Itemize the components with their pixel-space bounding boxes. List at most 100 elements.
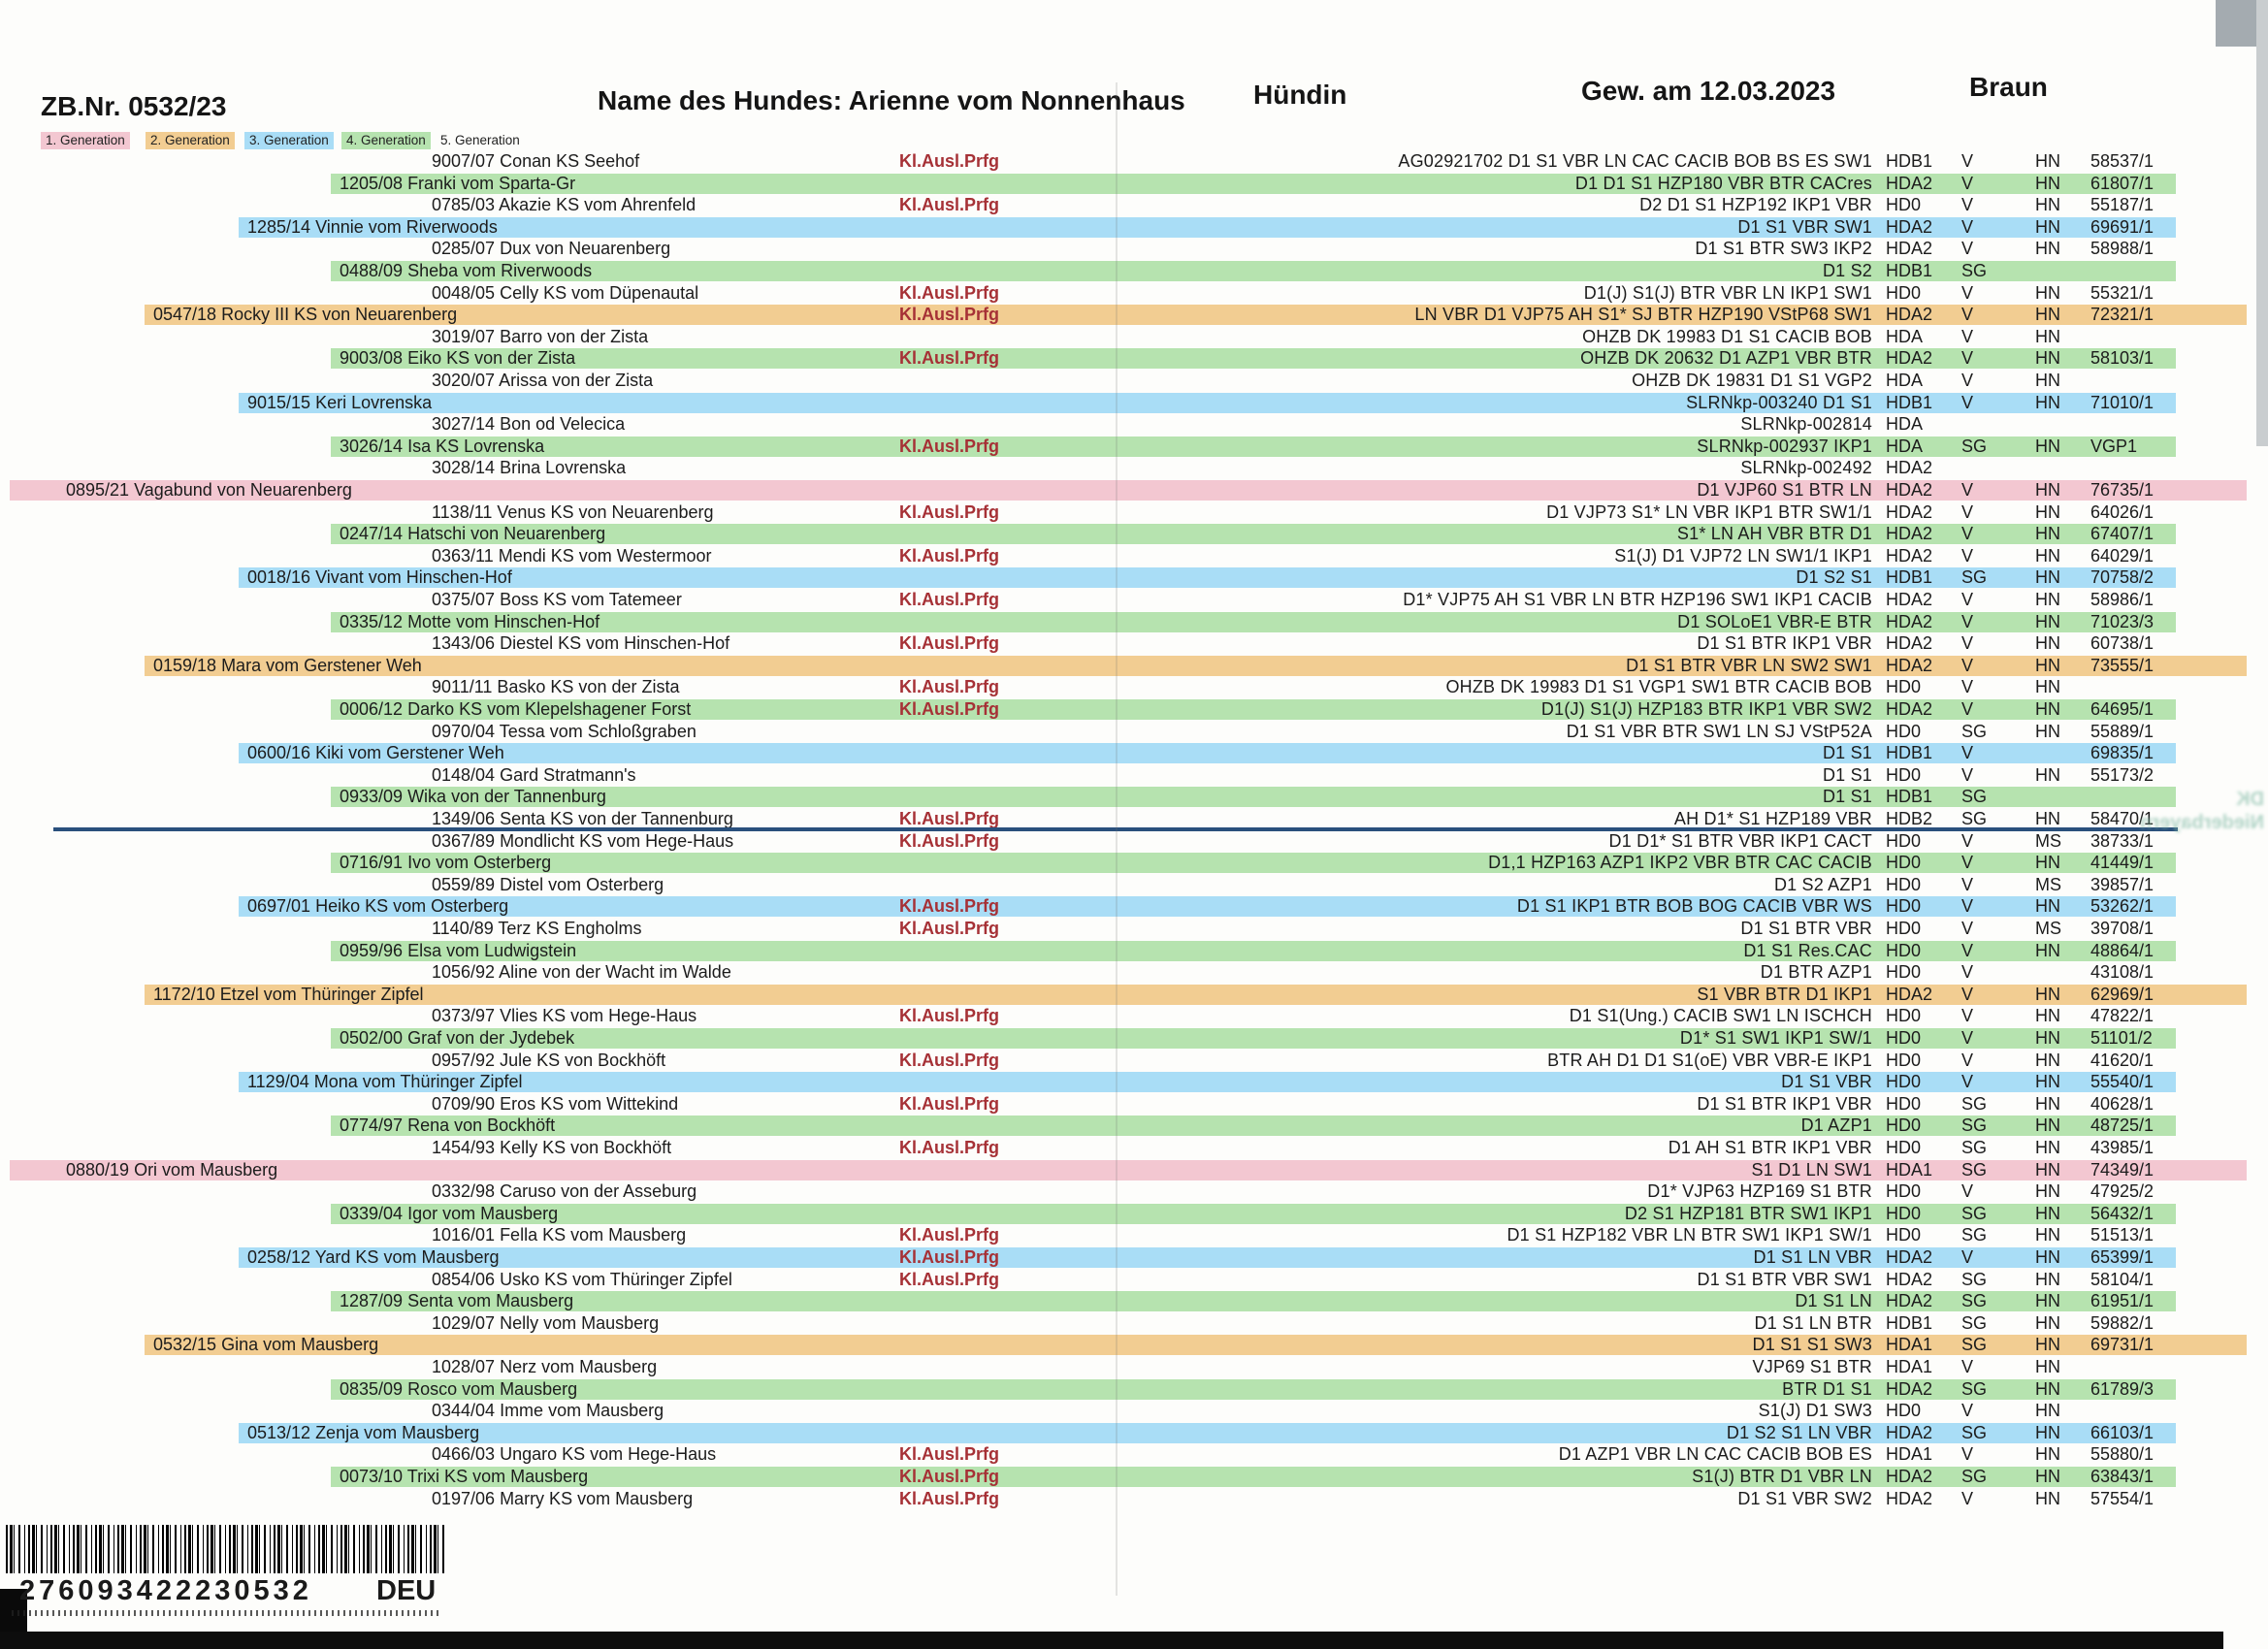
form-rating: V [1961,524,1974,544]
titles-text: VJP69 S1 BTR [1752,1357,1872,1376]
org-code: HN [2035,764,2060,785]
dog-name: 1129/04 Mona vom Thüringer Zipfel [247,1072,523,1092]
titles-text: D1 SOLoE1 VBR-E BTR [1677,611,1872,631]
kl-ausl-prfg-label: Kl.Ausl.Prfg [899,1247,1000,1267]
scan-fold-line [1116,82,1118,1596]
barcode [6,1525,444,1573]
dog-name: 1028/07 Nerz vom Mausberg [432,1357,658,1376]
registry-number: 48864/1 [2090,940,2155,960]
titles-text: D1 S1 Res.CAC [1743,940,1872,960]
dog-name: 0344/04 Imme vom Mausberg [432,1401,664,1421]
generation-highlight-bar [145,655,2247,676]
pedigree-row: 1285/14 Vinnie vom Riverwoods D1 S1 VBR … [0,216,2268,238]
org-code: HN [2035,1072,2060,1092]
hd-rating: HDA2 [1886,216,1933,237]
pedigree-row: 0006/12 Darko KS vom Klepelshagener Fors… [0,699,2268,720]
hd-rating: HD0 [1886,1203,1922,1223]
pedigree-row: 9003/08 Eiko KS von der Zista Kl.Ausl.Pr… [0,348,2268,370]
titles-text: OHZB DK 19831 D1 S1 VGP2 [1632,371,1872,390]
legend-item-generation-2: 2. Generation [146,132,235,149]
form-rating: V [1961,195,1974,215]
titles-text: D1 S1 IKP1 BTR BOB BOG CACIB VBR WS [1516,896,1872,917]
pedigree-row: 0716/91 Ivo vom Osterberg D1,1 HZP163 AZ… [0,853,2268,874]
kl-ausl-prfg-label: Kl.Ausl.Prfg [899,633,1000,654]
dog-name: 9011/11 Basko KS von der Zista [432,677,680,697]
hd-rating: HDA2 [1886,611,1933,631]
generation-highlight-bar [239,567,2176,589]
pedigree-row: 0148/04 Gard Stratmann's D1 S1 HD0 V HN … [0,765,2268,786]
titles-text: SLRNkp-002492 [1740,458,1872,478]
pedigree-row: 0895/21 Vagabund von Neuarenberg D1 VJP6… [0,480,2268,501]
hd-rating: HD0 [1886,1093,1922,1114]
dog-name: 0785/03 Akazie KS vom Ahrenfeld [432,195,697,215]
registry-number: 67407/1 [2090,524,2155,544]
hd-rating: HD0 [1886,1138,1922,1157]
dog-name: 3019/07 Barro von der Zista [432,326,649,346]
form-rating: V [1961,348,1974,369]
dog-name: 0466/03 Ungaro KS vom Hege-Haus [432,1444,717,1465]
org-code: HN [2035,1006,2060,1026]
pedigree-row: 1056/92 Aline von der Wacht im Walde D1 … [0,962,2268,983]
registry-number: 55540/1 [2090,1072,2155,1092]
pedigree-row: 0363/11 Mendi KS vom Westermoor Kl.Ausl.… [0,546,2268,566]
hd-rating: HDA2 [1886,480,1933,500]
dog-name: 0339/04 Igor vom Mausberg [340,1203,559,1223]
hd-rating: HDB1 [1886,1312,1933,1333]
form-rating: V [1961,1444,1974,1465]
generation-highlight-bar [331,699,2176,720]
registry-number: 51513/1 [2090,1225,2155,1245]
dog-name: 0332/98 Caruso von der Asseburg [432,1181,697,1202]
registry-number: 64695/1 [2090,699,2155,719]
kl-ausl-prfg-label: Kl.Ausl.Prfg [899,1093,1000,1114]
registry-number: 63843/1 [2090,1467,2155,1486]
registry-number: 64026/1 [2090,501,2155,522]
form-rating: V [1961,1488,1974,1508]
org-code: HN [2035,1138,2060,1157]
hd-rating: HD0 [1886,962,1922,983]
kl-ausl-prfg-label: Kl.Ausl.Prfg [899,896,1000,917]
pedigree-row: 0344/04 Imme vom Mausberg S1(J) D1 SW3 H… [0,1401,2268,1421]
generation-highlight-bar [331,1203,2176,1224]
form-rating: V [1961,305,1974,325]
org-code: HN [2035,216,2060,237]
dog-name: 1285/14 Vinnie vom Riverwoods [247,216,498,237]
dog-name: 0697/01 Heiko KS vom Osterberg [247,896,509,917]
kl-ausl-prfg-label: Kl.Ausl.Prfg [899,1050,1000,1070]
org-code: HN [2035,721,2060,741]
hd-rating: HD0 [1886,896,1922,917]
titles-text: D1,1 HZP163 AZP1 IKP2 VBR BTR CAC CACIB [1488,853,1872,873]
titles-text: D1 S1 BTR VBR SW1 [1697,1269,1872,1289]
registry-number: 56432/1 [2090,1203,2155,1223]
registry-number: 55173/2 [2090,764,2155,785]
dog-name: 0835/09 Rosco vom Mausberg [340,1378,578,1399]
pedigree-row: 0957/92 Jule KS von Bockhöft Kl.Ausl.Prf… [0,1051,2268,1071]
org-code: HN [2035,282,2060,303]
org-code: HN [2035,1357,2060,1376]
hd-rating: HDA [1886,371,1924,390]
dog-name: 9015/15 Keri Lovrenska [247,392,433,412]
org-code: HN [2035,305,2060,325]
pedigree-row: 3026/14 Isa KS Lovrenska Kl.Ausl.Prfg SL… [0,436,2268,457]
kl-ausl-prfg-label: Kl.Ausl.Prfg [899,1006,1000,1026]
form-rating: V [1961,1401,1974,1421]
org-code: HN [2035,1401,2060,1421]
hd-rating: HD0 [1886,764,1922,785]
titles-text: D1 D1 S1 HZP180 VBR BTR CACres [1574,173,1872,193]
titles-text: D1 S1 BTR VBR LN SW2 SW1 [1626,655,1872,675]
pedigree-row: 0159/18 Mara vom Gerstener Weh D1 S1 BTR… [0,655,2268,676]
legend-item-generation-1: 1. Generation [41,132,130,149]
form-rating: SG [1961,436,1988,456]
registry-number: 58104/1 [2090,1269,2155,1289]
generation-highlight-bar [331,1378,2176,1400]
titles-text: D1 S2 [1822,261,1872,280]
dog-name: 0716/91 Ivo vom Osterberg [340,853,552,873]
form-rating: V [1961,1247,1974,1267]
hd-rating: HDA2 [1886,984,1933,1004]
form-rating: V [1961,151,1974,171]
kl-ausl-prfg-label: Kl.Ausl.Prfg [899,699,1000,719]
hd-rating: HDB1 [1886,151,1933,171]
org-code: HN [2035,1093,2060,1114]
titles-text: SLRNkp-002814 [1740,414,1872,435]
titles-text: D1 BTR AZP1 [1760,962,1872,983]
org-code: HN [2035,1203,2060,1223]
